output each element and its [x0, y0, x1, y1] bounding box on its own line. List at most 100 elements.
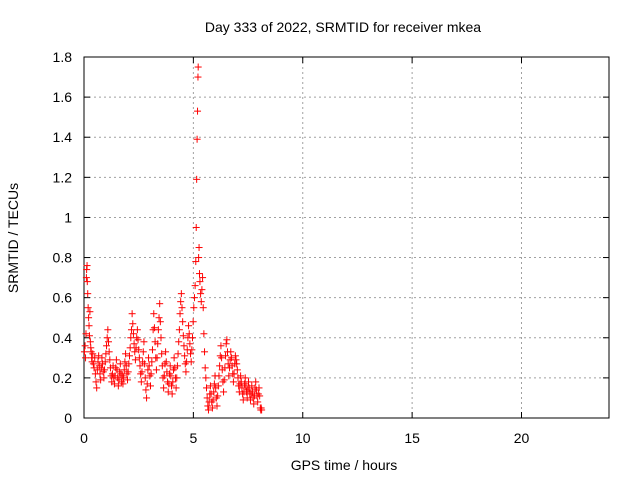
- data-point: [167, 372, 175, 380]
- x-axis-ticks: 0 5 10 15 20: [80, 57, 529, 446]
- y-tick-label: 1.4: [53, 129, 73, 145]
- data-point: [139, 348, 147, 356]
- x-axis-label: GPS time / hours: [291, 457, 398, 473]
- data-point: [93, 384, 101, 392]
- data-point: [220, 376, 228, 384]
- data-point: [191, 282, 199, 290]
- data-point: [213, 402, 221, 410]
- data-point: [214, 392, 222, 400]
- data-point: [187, 350, 195, 358]
- data-point: [197, 290, 205, 298]
- data-point: [232, 356, 240, 364]
- data-point: [131, 356, 139, 364]
- data-point: [187, 358, 195, 366]
- data-point: [83, 278, 91, 286]
- data-point: [110, 380, 118, 388]
- data-point: [141, 374, 149, 382]
- data-point: [89, 360, 97, 368]
- data-point: [186, 340, 194, 348]
- data-point: [86, 308, 94, 316]
- data-point: [174, 350, 182, 358]
- data-point: [147, 382, 154, 390]
- data-point: [80, 348, 88, 356]
- y-tick-label: 0.4: [53, 330, 73, 346]
- data-point: [178, 304, 186, 312]
- data-point: [185, 330, 193, 338]
- data-point: [152, 366, 160, 374]
- data-point: [121, 358, 129, 366]
- data-point: [238, 384, 246, 392]
- data-point: [177, 290, 185, 298]
- data-point: [206, 382, 214, 390]
- data-point: [201, 364, 209, 372]
- data-point: [200, 330, 208, 338]
- data-point: [84, 304, 92, 312]
- data-point: [210, 388, 218, 396]
- data-point: [197, 298, 205, 306]
- data-point: [216, 362, 224, 370]
- data-point: [204, 406, 212, 414]
- data-point: [173, 362, 181, 370]
- data-point: [250, 400, 258, 408]
- data-point: [127, 326, 135, 334]
- data-point: [179, 332, 187, 340]
- data-point: [82, 354, 90, 362]
- x-tick-label: 15: [404, 430, 420, 446]
- data-point: [239, 396, 247, 404]
- x-tick-label: 20: [514, 430, 530, 446]
- data-point: [162, 348, 170, 356]
- data-point: [154, 340, 162, 348]
- data-point: [169, 378, 177, 386]
- data-point: [130, 340, 138, 348]
- data-point: [230, 370, 238, 378]
- data-point: [145, 354, 153, 362]
- data-point: [125, 360, 133, 368]
- data-point: [222, 340, 230, 348]
- grid: [84, 57, 609, 418]
- data-point: [168, 390, 176, 398]
- data-point: [203, 384, 210, 392]
- data-point: [196, 270, 203, 278]
- y-tick-label: 0.6: [53, 290, 73, 306]
- data-point: [93, 366, 101, 374]
- data-point: [194, 73, 202, 81]
- data-point: [92, 378, 100, 386]
- data-point: [203, 394, 211, 402]
- data-point: [225, 372, 233, 380]
- data-point: [215, 372, 223, 380]
- y-tick-label: 1.6: [53, 89, 73, 105]
- data-point: [145, 362, 153, 370]
- data-point: [196, 278, 204, 286]
- data-point: [201, 348, 209, 356]
- data-point: [233, 366, 241, 374]
- y-axis-label: SRMTID / TECUs: [5, 183, 21, 293]
- data-point: [223, 336, 231, 344]
- data-point: [189, 318, 197, 326]
- data-point: [91, 354, 99, 362]
- data-point: [124, 376, 132, 384]
- x-tick-label: 10: [295, 430, 311, 446]
- data-point: [83, 262, 91, 270]
- data-point: [126, 352, 133, 360]
- data-point: [168, 382, 175, 390]
- data-point: [222, 352, 230, 360]
- data-point: [114, 382, 122, 390]
- data-point: [119, 380, 127, 388]
- data-point: [194, 63, 202, 71]
- data-point: [177, 298, 185, 306]
- data-point: [237, 372, 245, 380]
- data-point: [255, 384, 263, 392]
- data-point: [105, 348, 113, 356]
- data-point: [233, 360, 241, 368]
- data-point: [258, 406, 266, 414]
- data-point: [172, 384, 180, 392]
- data-point: [135, 346, 143, 354]
- data-point: [148, 346, 156, 354]
- data-point: [135, 354, 143, 362]
- data-point: [185, 322, 193, 330]
- data-point: [140, 338, 148, 346]
- data-point: [210, 380, 218, 388]
- data-point: [204, 402, 212, 410]
- data-point: [202, 374, 210, 382]
- data-point: [138, 368, 146, 376]
